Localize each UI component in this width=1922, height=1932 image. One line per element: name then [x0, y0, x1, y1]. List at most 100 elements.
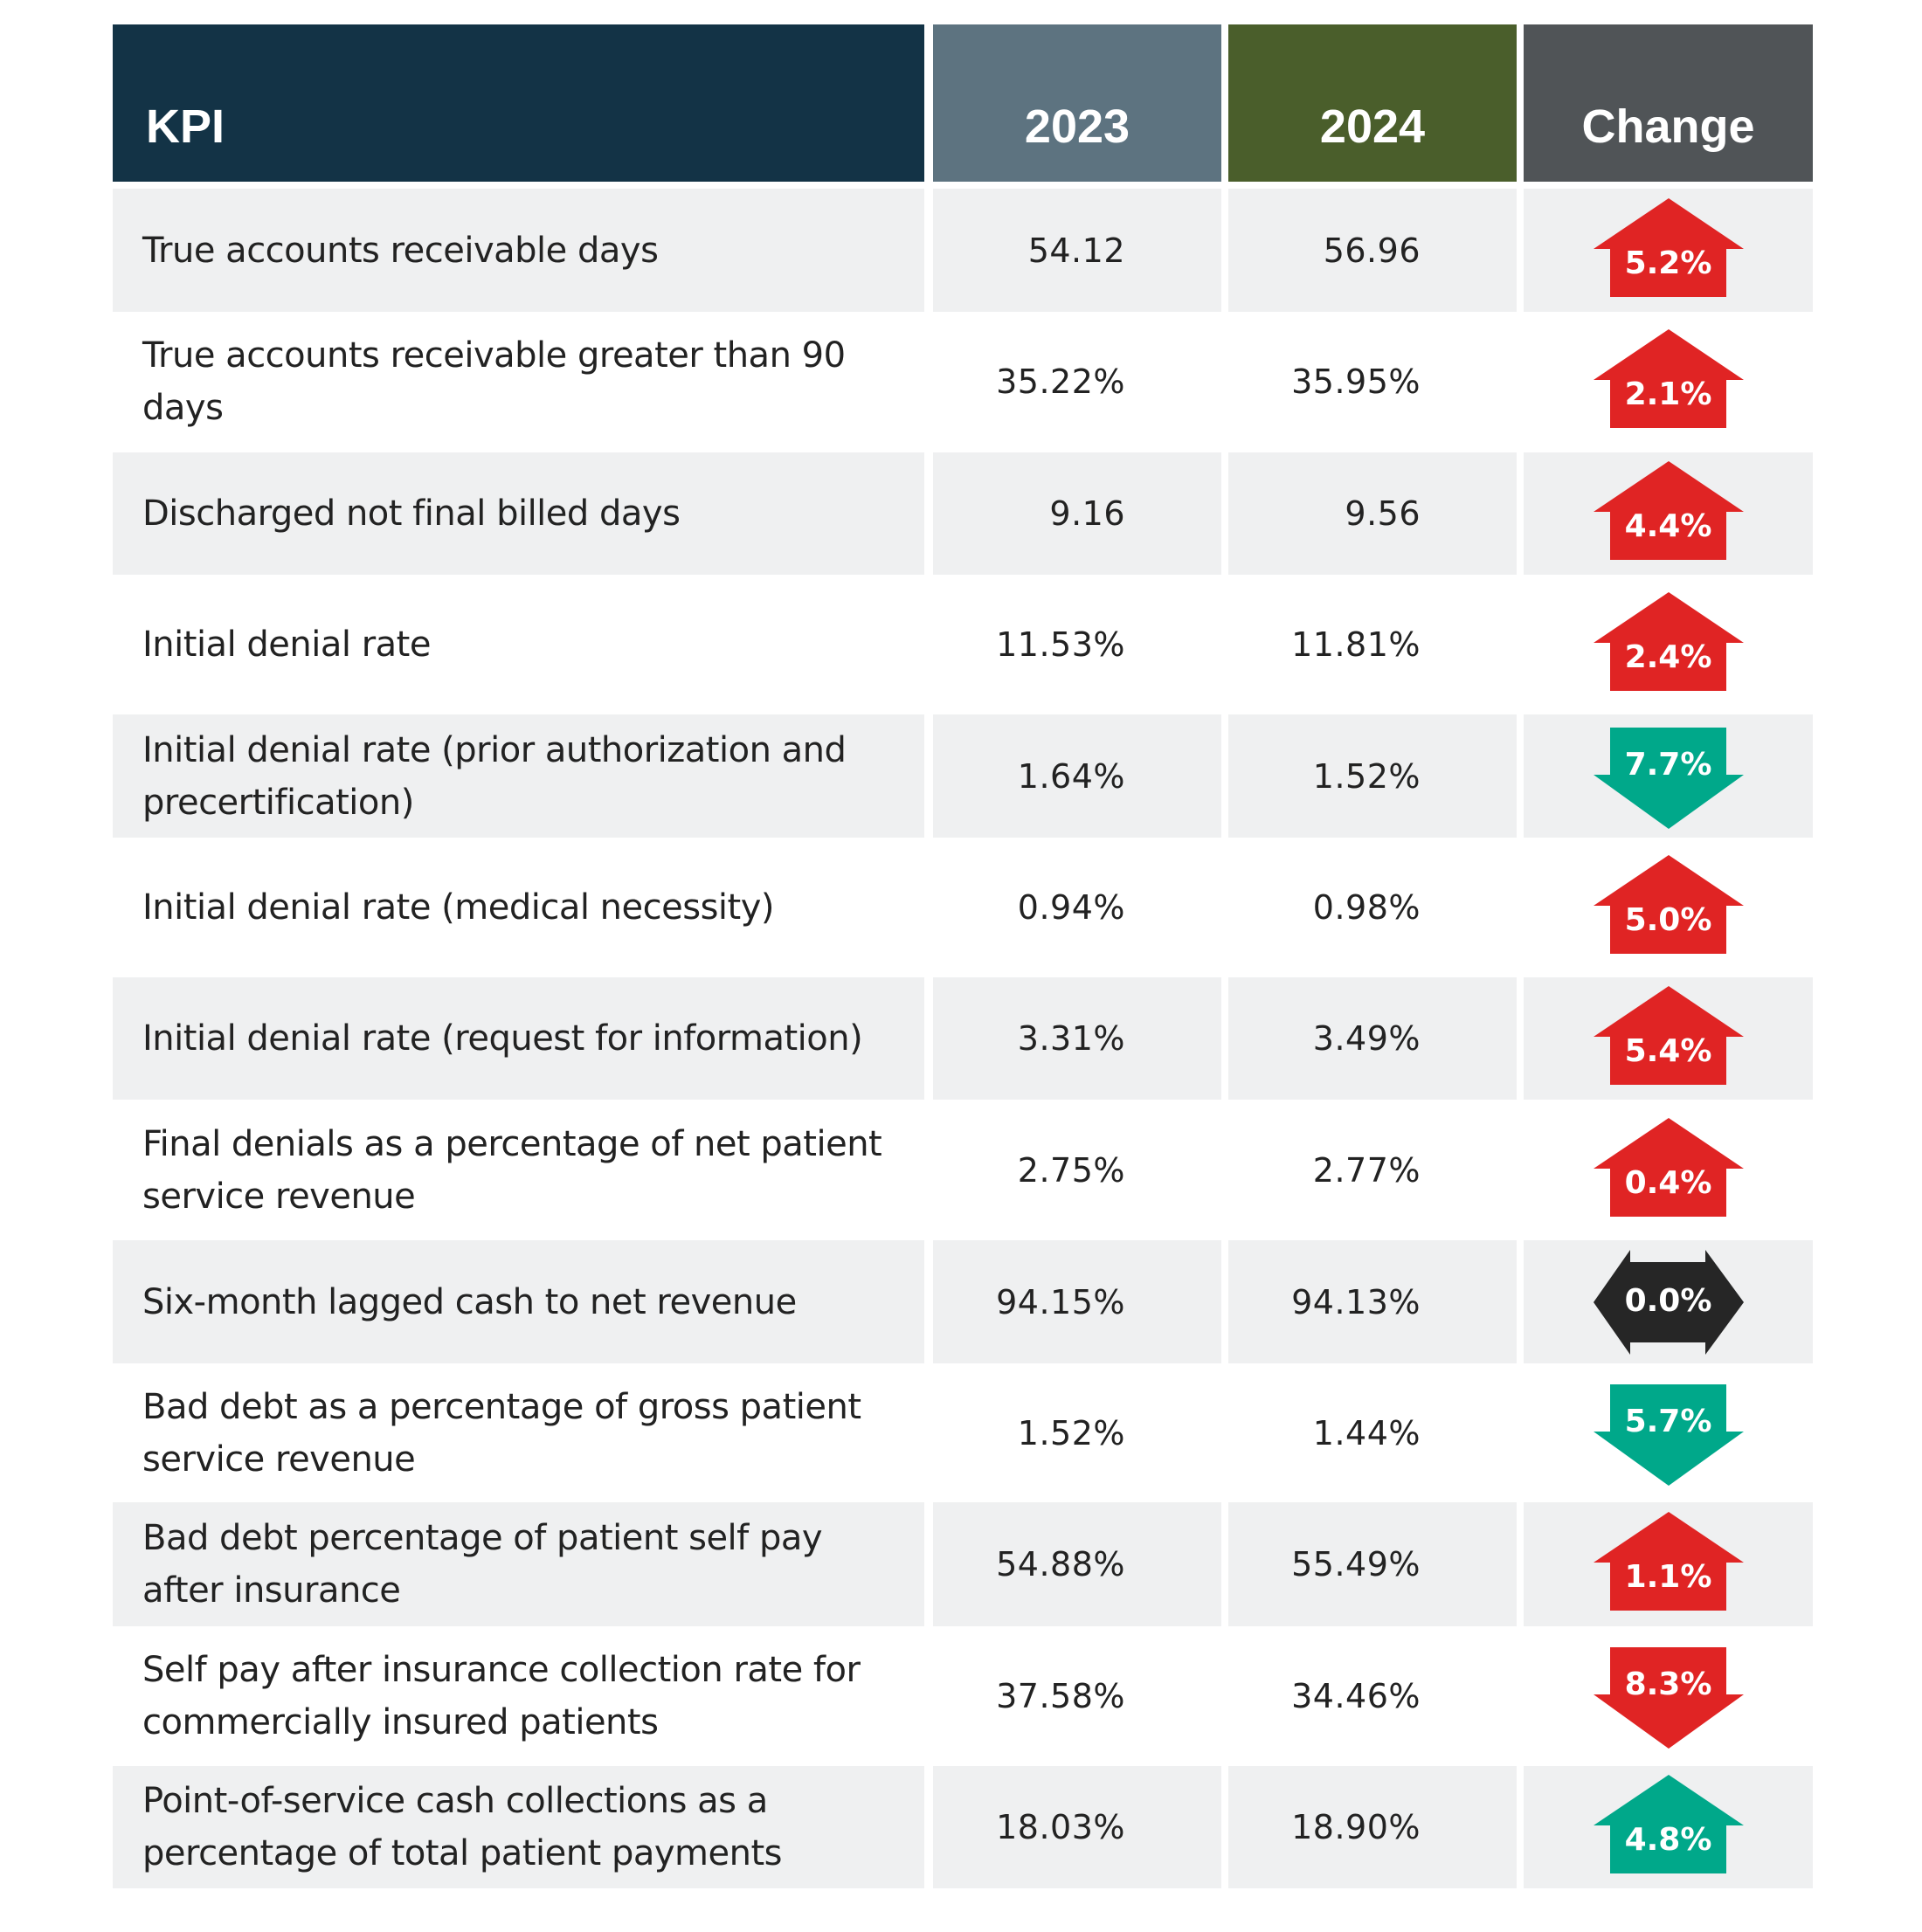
header-2023-label: 2023 — [1024, 100, 1130, 153]
change-cell: 5.2% — [1524, 189, 1813, 312]
value-2024: 34.46% — [1291, 1676, 1421, 1715]
value-2024-cell: 34.46% — [1228, 1627, 1517, 1764]
change-cell: 5.4% — [1524, 977, 1813, 1100]
table-row: Initial denial rate (medical necessity) 0… — [113, 838, 1813, 976]
value-2023-cell: 9.16 — [933, 452, 1221, 575]
change-value: 0.0% — [1624, 1282, 1712, 1319]
kpi-cell: True accounts receivable days — [113, 189, 924, 312]
change-cell: 0.0% — [1524, 1240, 1813, 1363]
arrow-up-icon: 4.4% — [1593, 461, 1744, 566]
arrow-up-icon: 0.4% — [1593, 1118, 1744, 1223]
arrow-up-icon: 2.4% — [1593, 591, 1744, 697]
change-cell: 5.0% — [1524, 838, 1813, 976]
value-2023-cell: 35.22% — [933, 313, 1221, 451]
value-2024: 56.96 — [1323, 231, 1421, 270]
value-2023: 2.75% — [1017, 1151, 1125, 1190]
value-2023: 11.53% — [996, 624, 1125, 664]
kpi-cell: Bad debt percentage of patient self pay … — [113, 1502, 924, 1626]
kpi-cell: Point-of-service cash collections as a p… — [113, 1766, 924, 1888]
change-cell: 4.4% — [1524, 452, 1813, 575]
value-2024: 35.95% — [1291, 362, 1421, 401]
kpi-cell: Initial denial rate — [113, 576, 924, 713]
value-2024: 18.90% — [1291, 1808, 1421, 1846]
header-kpi-label: KPI — [146, 100, 225, 153]
value-2024: 0.98% — [1312, 887, 1421, 927]
kpi-label: Initial denial rate (request for informa… — [142, 1018, 863, 1059]
header-2024: 2024 — [1228, 24, 1517, 182]
arrow-down-icon: 8.3% — [1593, 1644, 1744, 1749]
value-2024-cell: 3.49% — [1228, 977, 1517, 1100]
table-row: True accounts receivable days 54.12 56.96 5… — [113, 189, 1813, 312]
kpi-label: Bad debt percentage of patient self pay … — [142, 1518, 823, 1611]
arrow-down-icon: 5.7% — [1593, 1381, 1744, 1486]
kpi-cell: Discharged not final billed days — [113, 452, 924, 575]
value-2023-cell: 2.75% — [933, 1101, 1221, 1239]
header-change-label: Change — [1581, 100, 1755, 153]
arrow-left-right-icon: 0.0% — [1593, 1249, 1744, 1355]
arrow-shape — [1593, 1646, 1744, 1749]
arrow-shape — [1593, 461, 1744, 560]
arrow-down-icon: 7.7% — [1593, 724, 1744, 829]
value-2023: 54.12 — [1027, 231, 1125, 270]
value-2024-cell: 18.90% — [1228, 1766, 1517, 1888]
arrow-shape — [1593, 1512, 1744, 1611]
value-2023: 0.94% — [1017, 887, 1125, 927]
value-2024: 11.81% — [1291, 624, 1421, 664]
value-2024-cell: 35.95% — [1228, 313, 1517, 451]
kpi-cell: Initial denial rate (medical necessity) — [113, 838, 924, 976]
table-row: True accounts receivable greater than 90… — [113, 313, 1813, 451]
value-2024: 9.56 — [1345, 494, 1421, 533]
value-2024-cell: 11.81% — [1228, 576, 1517, 713]
value-2024: 2.77% — [1312, 1151, 1421, 1190]
kpi-label: Initial denial rate (medical necessity) — [142, 887, 775, 928]
value-2023-cell: 18.03% — [933, 1766, 1221, 1888]
change-cell: 7.7% — [1524, 714, 1813, 838]
arrow-shape — [1593, 986, 1744, 1085]
value-2023-cell: 0.94% — [933, 838, 1221, 976]
value-2023: 54.88% — [996, 1545, 1125, 1584]
value-2024: 3.49% — [1312, 1019, 1421, 1058]
table-row: Bad debt percentage of patient self pay … — [113, 1502, 1813, 1626]
arrow-shape — [1593, 1775, 1744, 1873]
table-row: Final denials as a percentage of net pat… — [113, 1101, 1813, 1239]
change-cell: 5.7% — [1524, 1364, 1813, 1501]
value-2024: 1.52% — [1312, 756, 1421, 796]
table-row: Initial denial rate (prior authorization… — [113, 714, 1813, 838]
header-2024-label: 2024 — [1319, 100, 1426, 153]
change-cell: 2.1% — [1524, 313, 1813, 451]
value-2023: 1.52% — [1017, 1413, 1125, 1452]
value-2023: 1.64% — [1017, 756, 1125, 796]
change-value: 5.7% — [1624, 1403, 1712, 1439]
change-value: 2.4% — [1624, 638, 1712, 675]
kpi-label: Point-of-service cash collections as a p… — [142, 1781, 782, 1873]
table-row: Point-of-service cash collections as a p… — [113, 1766, 1813, 1888]
value-2023-cell: 54.12 — [933, 189, 1221, 312]
value-2024: 55.49% — [1291, 1545, 1421, 1584]
arrow-up-icon: 5.2% — [1593, 197, 1744, 303]
kpi-label: Initial denial rate (prior authorization… — [142, 729, 847, 823]
arrow-shape — [1593, 1249, 1744, 1355]
kpi-label: Bad debt as a percentage of gross patien… — [142, 1386, 861, 1480]
change-value: 8.3% — [1624, 1666, 1712, 1702]
value-2023-cell: 54.88% — [933, 1502, 1221, 1626]
change-cell: 0.4% — [1524, 1101, 1813, 1239]
value-2024-cell: 2.77% — [1228, 1101, 1517, 1239]
value-2024-cell: 0.98% — [1228, 838, 1517, 976]
arrow-up-icon: 1.1% — [1593, 1512, 1744, 1617]
header-kpi: KPI — [113, 24, 924, 182]
change-cell: 2.4% — [1524, 576, 1813, 713]
arrow-up-icon: 5.0% — [1593, 854, 1744, 960]
change-value: 5.0% — [1624, 901, 1712, 938]
table-row: Initial denial rate (request for informa… — [113, 977, 1813, 1100]
value-2023: 9.16 — [1049, 494, 1125, 533]
kpi-label: Discharged not final billed days — [142, 493, 681, 534]
value-2023-cell: 37.58% — [933, 1627, 1221, 1764]
value-2024-cell: 55.49% — [1228, 1502, 1517, 1626]
arrow-up-icon: 4.8% — [1593, 1775, 1744, 1880]
value-2023: 37.58% — [996, 1676, 1125, 1715]
value-2023-cell: 1.52% — [933, 1364, 1221, 1501]
kpi-cell: Bad debt as a percentage of gross patien… — [113, 1364, 924, 1501]
value-2024-cell: 9.56 — [1228, 452, 1517, 575]
arrow-shape — [1593, 591, 1744, 691]
value-2024-cell: 56.96 — [1228, 189, 1517, 312]
